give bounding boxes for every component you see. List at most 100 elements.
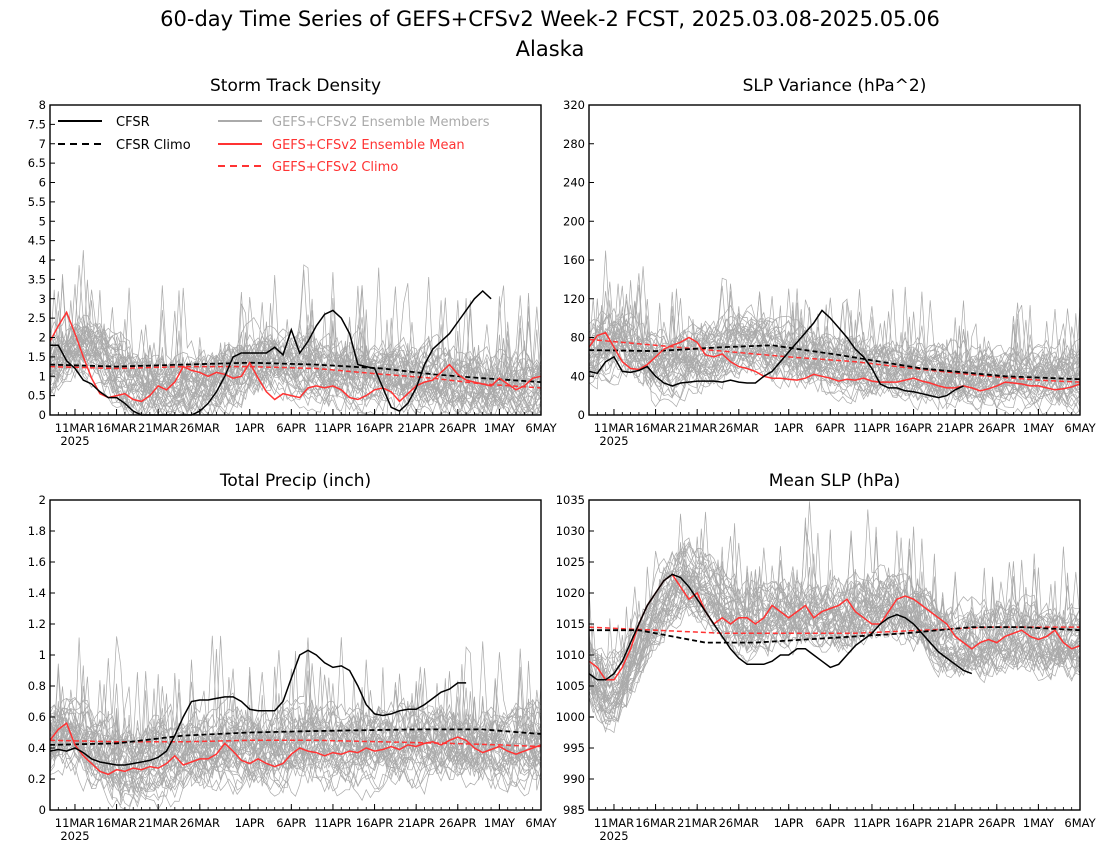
storm-track-ytick-label: 2: [39, 331, 46, 345]
precip-ytick-label: 2: [39, 493, 46, 507]
mean-slp-ytick-label: 1020: [556, 586, 585, 600]
storm-track-ytick-label: 8: [39, 98, 46, 112]
storm-track-xtick-label: 16MAR: [96, 421, 136, 435]
mean-slp-xtick-label: 16APR: [895, 816, 932, 830]
storm-track-panel: Storm Track Density 0 0.5 1 1.5 2 2.5 3 3.5 4 4.5 5…: [28, 76, 558, 448]
storm-track-ytick-label: 1: [39, 369, 46, 383]
mean-slp-ytick-label: 1030: [556, 524, 585, 538]
precip-ensemble-members: [49, 635, 542, 811]
mean-slp-member-line: [588, 501, 1081, 675]
storm-track-title: Storm Track Density: [210, 76, 381, 96]
mean-slp-cfsr-line: [588, 573, 973, 681]
storm-track-xtick-label: 21MAR: [138, 421, 178, 435]
slp-variance-xtick-label: 21APR: [936, 421, 973, 435]
mean-slp-xtick-label: 1MAY: [1023, 816, 1055, 830]
legend-cfsr-label: CFSR: [116, 115, 150, 130]
mean-slp-ytick-label: 1025: [556, 555, 585, 569]
mean-slp-ytick-label: 1000: [556, 710, 585, 724]
slp-variance-ensemble-members: [588, 250, 1081, 415]
precip-member-line: [49, 637, 542, 754]
mean-slp-xtick-label: 26APR: [978, 816, 1015, 830]
storm-track-gefs-climo-line: [49, 365, 542, 389]
storm-track-xtick-label: 11MAR: [55, 421, 95, 435]
storm-track-ytick-label: 0: [39, 408, 46, 422]
mean-slp-cfsr-climo-line: [589, 626, 1081, 644]
slp-variance-member-line: [588, 339, 1081, 415]
panels: Storm Track Density 0 0.5 1 1.5 2 2.5 3 3.5 4 4.5 5…: [28, 76, 1097, 843]
precip-member-line: [49, 718, 542, 793]
slp-variance-xtick-label: 11MAR: [594, 421, 634, 435]
storm-track-xtick-label: 21APR: [397, 421, 434, 435]
slp-variance-ytick-label: 40: [570, 369, 585, 383]
storm-track-ytick-label: 6.5: [28, 156, 46, 170]
slp-variance-gefs-climo-line: [588, 338, 1081, 383]
storm-track-xtick-label: 1APR: [235, 421, 265, 435]
mean-slp-plot-frame: [588, 499, 1081, 811]
precip-year-label: 2025: [60, 829, 89, 843]
precip-member-line: [49, 696, 542, 791]
mean-slp-ytick-label: 1005: [556, 679, 585, 693]
slp-variance-panel: SLP Variance (hPa^2) 0 40 80 120 160 200 240 280…: [563, 76, 1097, 448]
slp-variance-ytick-label: 280: [563, 137, 585, 151]
slp-variance-xtick-label: 16APR: [895, 421, 932, 435]
slp-variance-ytick-label: 120: [563, 292, 585, 306]
mean-slp-xtick-label: 1APR: [774, 816, 804, 830]
mean-slp-ytick-label: 1015: [556, 617, 585, 631]
precip-ytick-label: 1.6: [28, 555, 46, 569]
precip-member-line: [49, 637, 542, 759]
storm-track-member-line: [49, 303, 542, 416]
figure-subtitle: Alaska: [516, 37, 585, 61]
storm-track-ytick-label: 1.5: [28, 350, 46, 364]
legend-climo-label: GEFS+CFSv2 Climo: [272, 160, 398, 175]
mean-slp-member-line: [588, 569, 1081, 733]
mean-slp-xtick-label: 26MAR: [719, 816, 759, 830]
storm-track-cfsr-climo-line: [49, 361, 542, 383]
storm-track-ytick-label: 6: [39, 176, 46, 190]
precip-ytick-label: 0.4: [28, 741, 46, 755]
storm-track-xtick-label: 6MAY: [525, 421, 557, 435]
slp-variance-member-line: [588, 296, 1081, 383]
slp-variance-title: SLP Variance (hPa^2): [743, 76, 927, 96]
precip-member-line: [49, 636, 542, 749]
precip-gefs-climo-line: [49, 739, 542, 748]
slp-variance-member-line: [588, 286, 1081, 400]
slp-variance-ytick-label: 200: [563, 214, 585, 228]
storm-track-ytick-label: 0.5: [28, 389, 46, 403]
storm-track-ytick-label: 5: [39, 214, 46, 228]
slp-variance-cfsr-line: [588, 309, 964, 399]
storm-track-member-line: [49, 307, 542, 392]
precip-cfsr-line: [49, 649, 467, 766]
mean-slp-ytick-label: 995: [563, 741, 585, 755]
precip-member-line: [49, 705, 542, 803]
storm-track-ytick-label: 7.5: [28, 117, 46, 131]
precip-xtick-label: 16MAR: [96, 816, 136, 830]
precip-xtick-label: 26MAR: [180, 816, 220, 830]
slp-variance-ensemble-mean-line: [588, 331, 1081, 392]
mean-slp-member-line: [588, 561, 1081, 723]
storm-track-ytick-label: 4.5: [28, 234, 46, 248]
slp-variance-ytick-label: 0: [578, 408, 585, 422]
mean-slp-year-label: 2025: [599, 829, 628, 843]
precip-xtick-label: 6MAY: [525, 816, 557, 830]
precip-xtick-label: 1APR: [235, 816, 265, 830]
slp-variance-xtick-label: 6APR: [815, 421, 845, 435]
precip-xtick-label: 1MAY: [484, 816, 516, 830]
slp-variance-cfsr-climo-line: [588, 344, 1081, 381]
precip-ytick-label: 1.8: [28, 524, 46, 538]
precip-member-line: [49, 680, 542, 780]
storm-track-ensemble-members: [49, 250, 542, 416]
storm-track-cfsr-line: [50, 289, 492, 416]
slp-variance-member-line: [588, 266, 1081, 376]
precip-ytick-label: 1.4: [28, 586, 46, 600]
mean-slp-ytick-label: 1035: [556, 493, 585, 507]
precip-xtick-label: 6APR: [276, 816, 306, 830]
legend-cfsr-climo-label: CFSR Climo: [116, 138, 191, 153]
mean-slp-ensemble-members: [588, 501, 1081, 734]
mean-slp-ytick-label: 1010: [556, 648, 585, 662]
mean-slp-title: Mean SLP (hPa): [769, 471, 901, 491]
precip-member-line: [49, 675, 542, 768]
mean-slp-xtick-label: 21APR: [936, 816, 973, 830]
mean-slp-member-line: [588, 513, 1081, 690]
precip-panel: Total Precip (inch) 0 0.2 0.4 0.6 0.8 1 1.2 1.4 1…: [28, 471, 558, 843]
